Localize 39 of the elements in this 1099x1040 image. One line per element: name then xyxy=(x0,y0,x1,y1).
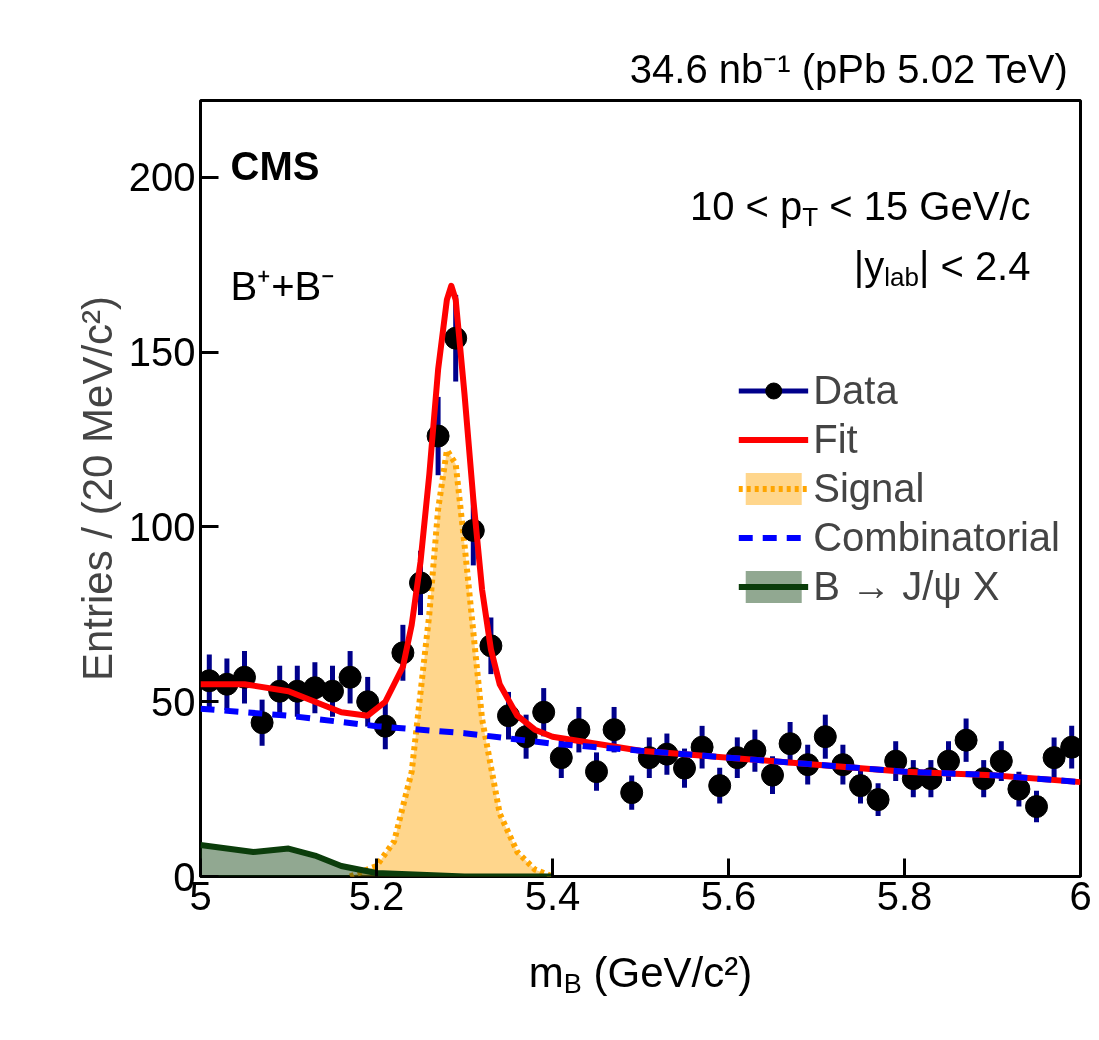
point xyxy=(708,774,732,798)
point xyxy=(954,728,978,752)
legend-label: Data xyxy=(813,367,898,413)
y-tick-label: 50 xyxy=(151,679,196,724)
point xyxy=(585,760,608,784)
point xyxy=(673,756,696,780)
point xyxy=(338,665,362,689)
annotation: B⁺+B⁻ xyxy=(230,263,336,308)
point xyxy=(567,718,591,742)
legend-label: Combinatorial xyxy=(813,514,1060,560)
point xyxy=(866,788,890,812)
y-tick-label: 200 xyxy=(128,155,196,200)
x-tick-label: 5.8 xyxy=(876,873,933,918)
point xyxy=(937,749,960,773)
point xyxy=(549,746,573,770)
point xyxy=(813,725,837,749)
point xyxy=(1042,746,1066,770)
legend-label: Fit xyxy=(813,416,858,462)
x-tick-label: 6 xyxy=(1069,873,1092,918)
legend-label: Signal xyxy=(813,465,925,511)
point xyxy=(1025,795,1048,819)
point xyxy=(778,732,802,756)
annotation: CMS xyxy=(230,143,320,188)
y-tick-label: 150 xyxy=(128,330,196,375)
y-axis-title: Entries / (20 MeV/c²) xyxy=(73,295,121,682)
point xyxy=(620,781,644,805)
point xyxy=(321,679,344,703)
x-tick-label: 5.2 xyxy=(348,873,405,918)
point xyxy=(989,749,1013,773)
point xyxy=(250,711,274,735)
point xyxy=(849,774,872,798)
point xyxy=(602,718,626,742)
point xyxy=(761,763,784,787)
x-tick-label: 5.6 xyxy=(700,873,757,918)
point xyxy=(532,700,556,724)
x-tick-label: 5.4 xyxy=(524,873,581,918)
point xyxy=(1007,777,1031,801)
y-tick-label: 100 xyxy=(128,504,196,549)
legend-label: B → J/ψ X xyxy=(813,563,1000,609)
